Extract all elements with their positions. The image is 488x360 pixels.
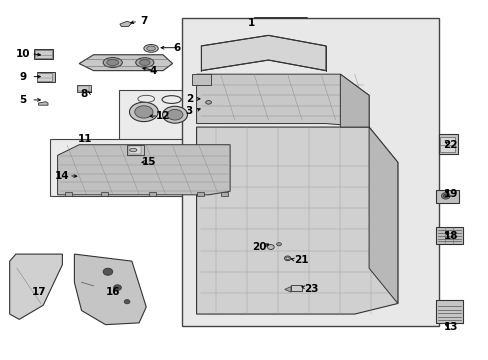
Bar xyxy=(38,73,52,81)
Ellipse shape xyxy=(276,243,281,246)
Bar xyxy=(34,49,53,59)
Bar xyxy=(182,18,438,327)
Ellipse shape xyxy=(113,285,121,291)
Bar xyxy=(127,145,143,155)
Text: 18: 18 xyxy=(443,231,457,241)
Polygon shape xyxy=(120,21,132,27)
Text: 14: 14 xyxy=(55,171,70,181)
Text: 15: 15 xyxy=(141,157,156,167)
Ellipse shape xyxy=(103,58,122,67)
Bar xyxy=(291,285,302,291)
Bar xyxy=(101,192,108,196)
Bar xyxy=(128,147,140,154)
Bar xyxy=(435,300,462,323)
Polygon shape xyxy=(201,35,325,71)
Polygon shape xyxy=(10,254,62,319)
Text: 3: 3 xyxy=(185,106,193,116)
Ellipse shape xyxy=(103,268,112,275)
Ellipse shape xyxy=(167,109,183,120)
Text: 1: 1 xyxy=(247,18,255,28)
Text: 4: 4 xyxy=(149,66,157,76)
Ellipse shape xyxy=(143,45,158,52)
Bar xyxy=(196,192,203,196)
Ellipse shape xyxy=(136,58,154,67)
Bar xyxy=(50,139,234,196)
Bar xyxy=(439,136,454,153)
Ellipse shape xyxy=(135,106,153,118)
Ellipse shape xyxy=(443,194,447,198)
Bar xyxy=(220,192,227,196)
Polygon shape xyxy=(368,127,397,303)
Polygon shape xyxy=(74,254,146,325)
Bar xyxy=(35,50,52,58)
Text: 23: 23 xyxy=(304,284,318,294)
Ellipse shape xyxy=(441,193,449,199)
Text: 22: 22 xyxy=(443,140,457,150)
Polygon shape xyxy=(284,287,290,292)
Ellipse shape xyxy=(146,46,155,51)
Text: 17: 17 xyxy=(32,287,47,297)
Text: 13: 13 xyxy=(443,323,457,333)
Polygon shape xyxy=(58,145,230,195)
Text: 12: 12 xyxy=(156,112,170,121)
Polygon shape xyxy=(340,74,368,127)
Ellipse shape xyxy=(129,102,158,122)
Text: 20: 20 xyxy=(251,242,265,252)
Text: 8: 8 xyxy=(80,89,87,99)
Text: 10: 10 xyxy=(16,49,30,59)
Polygon shape xyxy=(79,55,172,71)
Polygon shape xyxy=(39,102,48,105)
Ellipse shape xyxy=(267,244,274,249)
Text: 7: 7 xyxy=(140,15,147,26)
Bar xyxy=(148,192,156,196)
Bar xyxy=(435,189,458,203)
Ellipse shape xyxy=(205,100,211,104)
Text: 2: 2 xyxy=(185,94,193,104)
Bar xyxy=(77,85,91,92)
Ellipse shape xyxy=(162,106,187,123)
Text: 19: 19 xyxy=(443,189,457,199)
Text: 9: 9 xyxy=(20,72,27,82)
Polygon shape xyxy=(191,74,210,85)
Bar xyxy=(78,86,89,91)
Text: 5: 5 xyxy=(20,95,27,105)
Text: 11: 11 xyxy=(78,134,92,144)
Ellipse shape xyxy=(139,60,150,66)
Polygon shape xyxy=(196,74,368,127)
Bar xyxy=(37,72,55,82)
Bar xyxy=(435,226,462,243)
Ellipse shape xyxy=(129,148,137,152)
Text: 6: 6 xyxy=(173,43,181,53)
Text: 21: 21 xyxy=(293,256,307,265)
Text: 16: 16 xyxy=(105,287,120,297)
Ellipse shape xyxy=(124,300,130,304)
Bar xyxy=(64,192,72,196)
Bar xyxy=(119,90,234,143)
Polygon shape xyxy=(196,127,397,314)
Ellipse shape xyxy=(106,59,119,66)
Bar xyxy=(438,134,457,154)
